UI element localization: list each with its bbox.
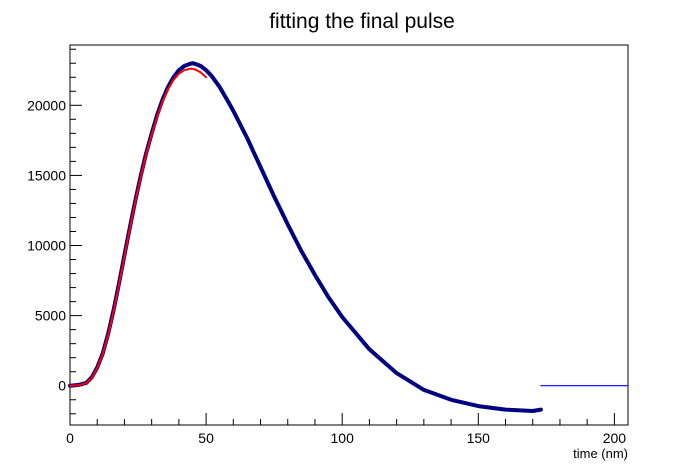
x-tick-label: 200 (603, 430, 627, 446)
y-axis: 0 5000 10000 15000 20000 (27, 48, 82, 415)
plot-frame (69, 44, 629, 426)
x-axis: 0 50 100 150 200 (66, 413, 626, 446)
series-line-data (68, 61, 543, 413)
y-tick-label: 5000 (35, 308, 66, 324)
y-tick-label: 0 (58, 378, 66, 394)
x-tick-label: 50 (198, 430, 214, 446)
y-tick-label: 15000 (27, 167, 66, 183)
series-line-fit (69, 67, 208, 387)
x-axis-label: time (nm) (573, 446, 628, 461)
x-tick-label: 0 (66, 430, 74, 446)
x-tick-label: 100 (331, 430, 355, 446)
y-tick-label: 10000 (27, 238, 66, 254)
series-layer (68, 61, 629, 413)
x-tick-label: 150 (467, 430, 491, 446)
y-tick-label: 20000 (27, 97, 66, 113)
chart-title: fitting the final pulse (269, 10, 455, 33)
